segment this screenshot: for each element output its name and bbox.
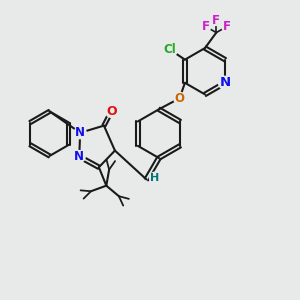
Circle shape [174, 92, 185, 104]
Text: H: H [150, 172, 159, 183]
Circle shape [73, 151, 85, 163]
Text: O: O [106, 105, 117, 118]
Circle shape [222, 21, 232, 32]
Circle shape [211, 15, 222, 26]
Circle shape [105, 105, 117, 117]
Text: F: F [202, 20, 209, 33]
Circle shape [218, 76, 232, 89]
Text: N: N [74, 150, 84, 163]
Text: F: F [212, 14, 220, 27]
Circle shape [161, 41, 178, 57]
Circle shape [200, 21, 211, 32]
Text: N: N [75, 126, 85, 139]
Text: Cl: Cl [163, 43, 176, 56]
Text: O: O [175, 92, 184, 105]
Circle shape [74, 127, 86, 139]
Circle shape [149, 172, 160, 183]
Text: N: N [220, 76, 231, 89]
Text: F: F [223, 20, 231, 33]
